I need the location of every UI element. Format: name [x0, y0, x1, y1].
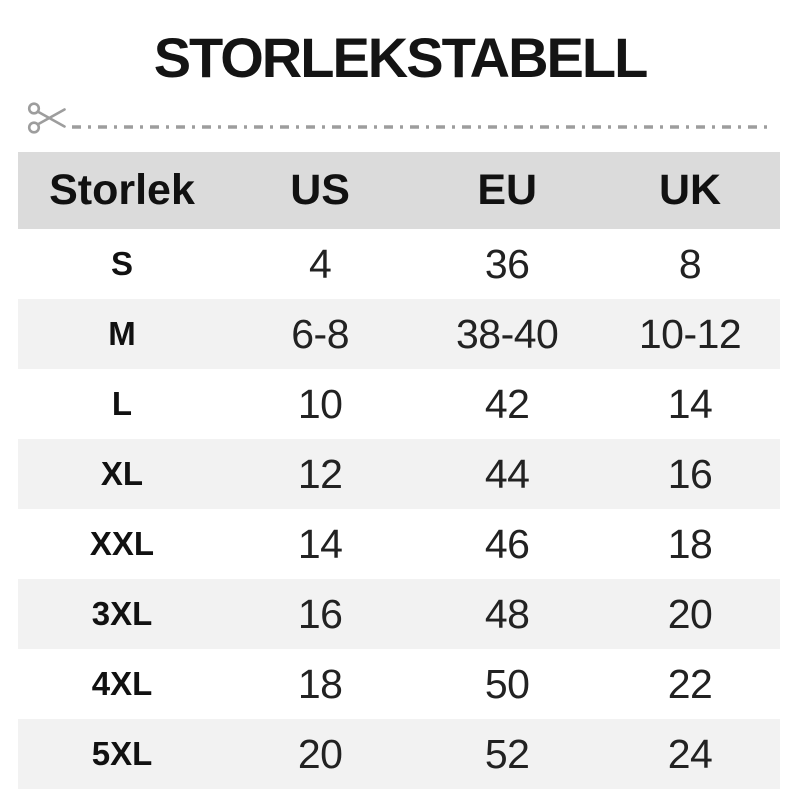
- dash-dot-line: [72, 117, 772, 129]
- us-value-cell: 4: [308, 240, 332, 287]
- eu-value-cell: 38-40: [455, 310, 559, 357]
- table-row: 4XL 18 50 22: [18, 649, 780, 719]
- eu-value-cell: 52: [484, 730, 530, 777]
- eu-value-cell: 42: [484, 380, 530, 427]
- size-cell: XL: [100, 455, 144, 492]
- us-value-cell: 16: [297, 590, 343, 637]
- size-cell: 4XL: [91, 665, 153, 702]
- us-value-cell: 18: [297, 660, 343, 707]
- eu-value-cell: 50: [484, 660, 530, 707]
- scissors-icon: [26, 99, 68, 142]
- table-row: 5XL 20 52 24: [18, 719, 780, 789]
- size-cell: M: [108, 315, 136, 352]
- page-title: STORLEKSTABELL: [153, 26, 649, 89]
- uk-value-cell: 18: [667, 520, 713, 567]
- table-row: M 6-8 38-40 10-12: [18, 299, 780, 369]
- table-row: S 4 36 8: [18, 229, 780, 299]
- size-cell: XXL: [89, 525, 155, 562]
- eu-value-cell: 48: [484, 590, 530, 637]
- uk-value-cell: 20: [667, 590, 713, 637]
- column-header-uk: UK: [659, 166, 722, 214]
- size-table: Storlek US EU UK S 4 36 8 M 6-8 38-40 10…: [18, 152, 780, 789]
- uk-value-cell: 14: [667, 380, 713, 427]
- table-row: XXL 14 46 18: [18, 509, 780, 579]
- eu-value-cell: 36: [484, 240, 530, 287]
- column-header-us: US: [290, 166, 350, 214]
- eu-value-cell: 44: [484, 450, 530, 497]
- us-value-cell: 6-8: [291, 310, 349, 357]
- us-value-cell: 12: [297, 450, 343, 497]
- us-value-cell: 14: [297, 520, 343, 567]
- uk-value-cell: 16: [667, 450, 713, 497]
- size-cell: S: [111, 245, 134, 282]
- table-row: 3XL 16 48 20: [18, 579, 780, 649]
- us-value-cell: 10: [297, 380, 343, 427]
- size-cell: 3XL: [91, 595, 153, 632]
- table-header-row: Storlek US EU UK: [18, 152, 780, 229]
- size-cell: L: [111, 385, 133, 422]
- uk-value-cell: 8: [678, 240, 702, 287]
- column-header-storlek: Storlek: [49, 166, 195, 214]
- table-row: XL 12 44 16: [18, 439, 780, 509]
- table-row: L 10 42 14: [18, 369, 780, 439]
- column-header-eu: EU: [477, 166, 538, 214]
- uk-value-cell: 10-12: [638, 310, 742, 357]
- us-value-cell: 20: [297, 730, 343, 777]
- uk-value-cell: 22: [667, 660, 713, 707]
- eu-value-cell: 46: [484, 520, 530, 567]
- size-cell: 5XL: [91, 735, 153, 772]
- cut-line: [26, 100, 780, 140]
- uk-value-cell: 24: [667, 730, 713, 777]
